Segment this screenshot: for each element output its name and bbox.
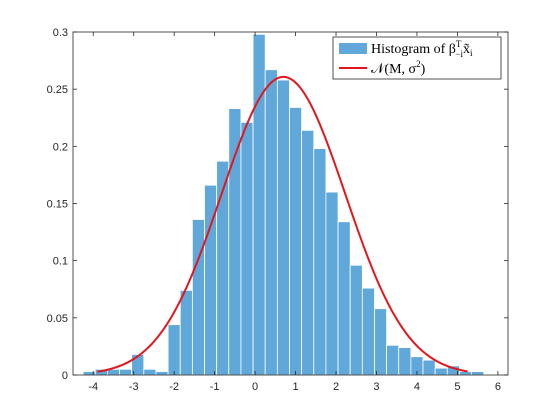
y-tick-label: 0.2 [53, 141, 68, 153]
histogram-bar [143, 368, 157, 376]
x-tick-label: -2 [169, 381, 179, 393]
x-tick-label: -3 [129, 381, 139, 393]
histogram-bar [459, 371, 472, 376]
x-tick-label: 4 [414, 381, 420, 393]
legend-swatch-histogram [339, 43, 367, 54]
x-tick-label: 2 [333, 381, 339, 393]
histogram-bar [361, 287, 375, 376]
x-tick-label: 5 [454, 381, 460, 393]
y-tick-label: 0.15 [47, 199, 68, 211]
histogram-bar [264, 69, 278, 376]
histogram-bar [119, 368, 133, 376]
y-tick-label: 0.3 [53, 27, 68, 39]
histogram-bar [325, 191, 339, 376]
histogram-bar [252, 33, 266, 376]
histogram-bar [422, 359, 436, 376]
y-tick-label: 0.1 [53, 256, 68, 268]
histogram-bar [386, 344, 400, 376]
histogram-bar [301, 129, 315, 376]
y-axis-ticks: 0 0.05 0.1 0.15 0.2 0.25 0.3 [47, 27, 508, 382]
histogram-bar [240, 121, 254, 376]
histogram-bar [398, 347, 412, 376]
histogram-bar [179, 289, 193, 376]
x-tick-label: -4 [88, 381, 98, 393]
legend-label-histogram: Histogram of βT −ix̃i [371, 39, 473, 59]
histogram-bar [228, 108, 242, 376]
x-tick-label: 6 [495, 381, 501, 393]
x-tick-label: -1 [210, 381, 220, 393]
histogram-bar [337, 221, 351, 376]
histogram-bars [82, 33, 485, 376]
histogram-bar [349, 264, 363, 376]
normal-fit-curve [97, 75, 468, 373]
histogram-bar [471, 371, 485, 376]
legend: Histogram of βT −ix̃i 𝒩(M, σ2) [332, 36, 502, 80]
y-tick-label: 0.25 [47, 84, 68, 96]
y-tick-label: 0 [62, 370, 68, 382]
histogram-bar [289, 107, 303, 376]
histogram-bar [276, 79, 290, 376]
legend-label-curve: 𝒩(M, σ2) [371, 59, 426, 77]
histogram-bar [374, 308, 388, 376]
histogram-bar [155, 371, 169, 376]
histogram-bar [313, 148, 327, 376]
x-axis-ticks: -4 -3 -2 -1 0 1 2 3 4 5 6 [88, 32, 501, 393]
x-tick-label: 1 [292, 381, 298, 393]
histogram-bar [434, 367, 448, 376]
x-tick-label: 0 [252, 381, 258, 393]
x-tick-label: 3 [373, 381, 379, 393]
y-tick-label: 0.05 [47, 313, 68, 325]
histogram-bar [167, 324, 181, 376]
histogram-bar [191, 219, 205, 376]
